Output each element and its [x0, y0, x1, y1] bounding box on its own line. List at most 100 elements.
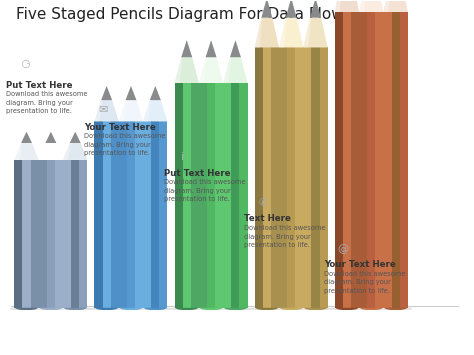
Bar: [151, 121, 159, 308]
Bar: [159, 121, 167, 308]
Bar: [271, 48, 279, 308]
Bar: [400, 12, 408, 308]
Text: i: i: [181, 152, 184, 162]
Polygon shape: [335, 308, 359, 310]
Bar: [102, 121, 111, 308]
Bar: [279, 48, 287, 308]
Bar: [14, 160, 22, 308]
Polygon shape: [383, 0, 392, 12]
Polygon shape: [335, 0, 359, 12]
Text: Five Staged Pencils Diagram For Data Flow: Five Staged Pencils Diagram For Data Flo…: [16, 7, 343, 22]
Polygon shape: [251, 307, 331, 310]
Text: ✉: ✉: [98, 105, 108, 115]
Polygon shape: [39, 308, 63, 310]
Polygon shape: [21, 132, 32, 143]
Polygon shape: [230, 40, 241, 57]
Polygon shape: [94, 100, 102, 121]
Bar: [383, 12, 392, 308]
Text: Your Text Here: Your Text Here: [84, 123, 155, 132]
Bar: [311, 48, 319, 308]
Polygon shape: [14, 143, 22, 160]
Polygon shape: [255, 18, 279, 48]
Bar: [199, 83, 207, 308]
Bar: [231, 83, 239, 308]
Polygon shape: [39, 143, 63, 160]
Bar: [215, 83, 223, 308]
Polygon shape: [119, 100, 127, 121]
Polygon shape: [383, 0, 408, 12]
Polygon shape: [303, 308, 328, 310]
Bar: [223, 83, 231, 308]
Polygon shape: [279, 18, 287, 48]
Text: Text Here: Text Here: [244, 214, 291, 224]
Polygon shape: [255, 308, 279, 310]
Polygon shape: [171, 307, 251, 310]
Polygon shape: [359, 0, 383, 12]
Polygon shape: [94, 100, 119, 121]
Text: Your logo: Your logo: [423, 341, 458, 350]
Polygon shape: [91, 307, 171, 310]
Text: Download this awesome
diagram. Bring your
presentation to life.: Download this awesome diagram. Bring you…: [6, 91, 88, 114]
Polygon shape: [119, 308, 143, 310]
Text: ✆: ✆: [258, 198, 268, 208]
Polygon shape: [174, 57, 199, 83]
Polygon shape: [174, 308, 199, 310]
Bar: [79, 160, 87, 308]
Polygon shape: [206, 40, 217, 57]
Polygon shape: [223, 57, 231, 83]
Polygon shape: [63, 143, 87, 160]
Bar: [111, 121, 119, 308]
Polygon shape: [261, 0, 273, 18]
Polygon shape: [119, 100, 143, 121]
Polygon shape: [223, 57, 247, 83]
Bar: [135, 121, 143, 308]
Bar: [94, 121, 102, 308]
Polygon shape: [310, 0, 321, 18]
Bar: [143, 121, 151, 308]
Polygon shape: [199, 57, 223, 83]
Bar: [255, 48, 263, 308]
Text: Download this awesome
diagram. Bring your
presentation to life.: Download this awesome diagram. Bring you…: [164, 179, 246, 202]
Text: Download this awesome
diagram. Bring your
presentation to life.: Download this awesome diagram. Bring you…: [84, 133, 165, 157]
Polygon shape: [383, 308, 408, 310]
Bar: [319, 48, 328, 308]
Polygon shape: [143, 100, 151, 121]
Bar: [12, 310, 90, 354]
Text: ⚆: ⚆: [20, 60, 30, 71]
Polygon shape: [143, 308, 167, 310]
Polygon shape: [11, 307, 91, 310]
Bar: [92, 310, 170, 354]
Bar: [172, 310, 250, 354]
Bar: [22, 160, 31, 308]
Bar: [295, 48, 303, 308]
Polygon shape: [150, 86, 161, 100]
Polygon shape: [39, 143, 46, 160]
Bar: [39, 160, 47, 308]
Bar: [287, 48, 295, 308]
Bar: [375, 12, 383, 308]
Polygon shape: [126, 86, 137, 100]
Bar: [351, 12, 359, 308]
Bar: [367, 12, 375, 308]
Polygon shape: [359, 308, 383, 310]
Polygon shape: [14, 308, 39, 310]
Bar: [1, 310, 473, 354]
Polygon shape: [255, 18, 263, 48]
Polygon shape: [63, 143, 71, 160]
Bar: [55, 160, 63, 308]
Polygon shape: [143, 100, 167, 121]
Bar: [47, 160, 55, 308]
Bar: [392, 12, 400, 308]
Bar: [359, 12, 367, 308]
Polygon shape: [94, 308, 119, 310]
Bar: [263, 48, 271, 308]
Bar: [174, 83, 182, 308]
Bar: [119, 121, 127, 308]
Polygon shape: [335, 0, 343, 12]
Polygon shape: [286, 0, 297, 18]
Polygon shape: [223, 308, 247, 310]
Bar: [63, 160, 71, 308]
Bar: [239, 83, 247, 308]
Polygon shape: [359, 0, 367, 12]
Polygon shape: [199, 57, 207, 83]
